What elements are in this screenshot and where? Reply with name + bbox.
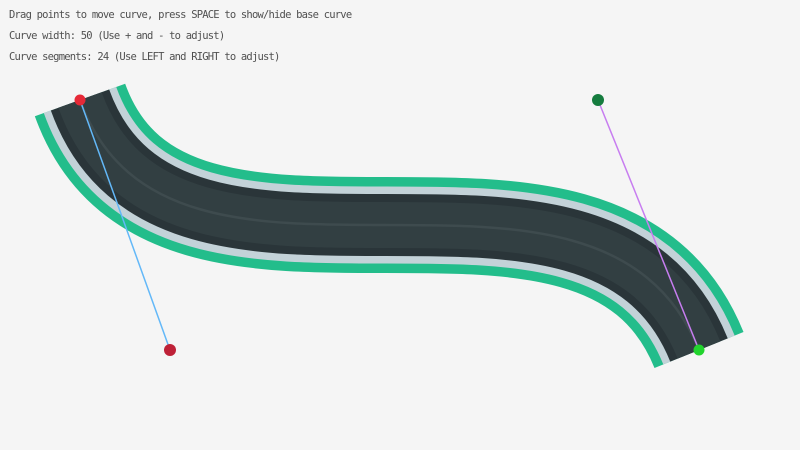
instructions-text: Drag points to move curve, press SPACE t… <box>9 9 352 21</box>
start-control-point[interactable] <box>164 344 176 356</box>
control-handle-lines <box>79 99 700 351</box>
road-track <box>34 81 744 370</box>
control-points <box>74 94 705 356</box>
end-handle-line <box>597 99 700 351</box>
curve-width-text: Curve width: 50 (Use + and - to adjust) <box>9 30 225 42</box>
curve-segments-text: Curve segments: 24 (Use LEFT and RIGHT t… <box>9 51 280 63</box>
end-control-point[interactable] <box>592 94 604 106</box>
start-handle-line <box>79 99 171 351</box>
start-anchor-point[interactable] <box>74 94 86 106</box>
road-center-line <box>78 99 701 351</box>
end-anchor-point[interactable] <box>693 344 705 356</box>
